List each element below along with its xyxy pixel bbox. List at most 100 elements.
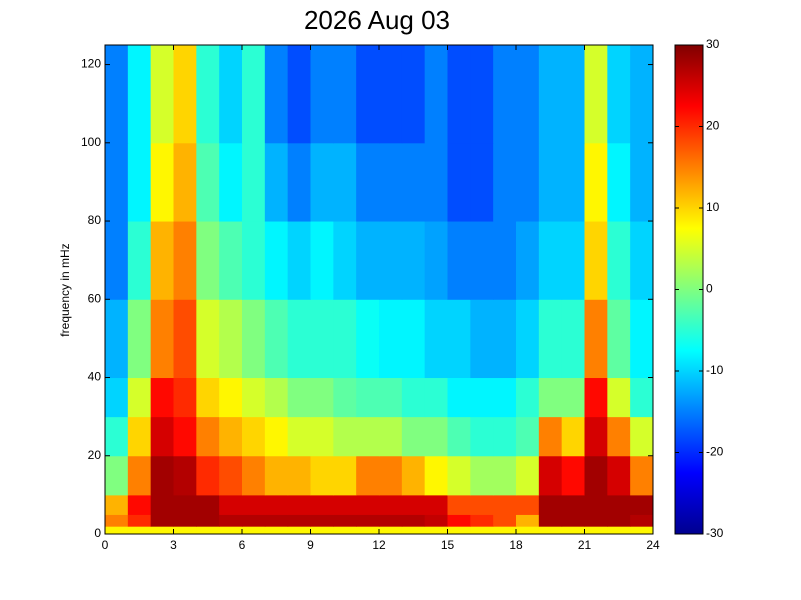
heat-cell	[493, 526, 517, 535]
heat-cell	[584, 494, 608, 515]
heat-cell	[150, 514, 174, 527]
heat-cell	[607, 45, 631, 144]
heat-cell	[470, 377, 494, 418]
heat-cell	[470, 526, 494, 535]
heat-cell	[379, 299, 403, 379]
heat-cell	[584, 299, 608, 379]
heat-cell	[310, 45, 334, 144]
heat-cell	[447, 377, 471, 418]
heat-cell	[561, 494, 585, 515]
colorbar-tick-label: 10	[706, 200, 720, 214]
heat-cell	[356, 221, 380, 300]
heat-cell	[127, 526, 152, 535]
heat-cell	[607, 494, 631, 515]
heat-cell	[630, 494, 654, 515]
heat-cell	[516, 514, 540, 527]
heat-cell	[127, 494, 152, 515]
heat-cell	[561, 377, 585, 418]
heat-cell	[196, 416, 220, 457]
colorbar-tick-label: -20	[706, 445, 724, 459]
heat-cell	[196, 299, 220, 379]
heat-cell	[310, 299, 334, 379]
heat-cell	[424, 514, 448, 527]
heat-cell	[333, 45, 357, 144]
heat-cell	[401, 221, 426, 300]
heat-cell	[219, 455, 243, 496]
heat-cell	[538, 455, 563, 496]
heat-cell	[242, 377, 266, 418]
heat-cell	[470, 45, 494, 144]
heat-cell	[584, 514, 608, 527]
heat-cell	[493, 221, 517, 300]
heat-cell	[561, 45, 585, 144]
heat-cell	[424, 221, 448, 300]
heat-cell	[287, 45, 311, 144]
heat-cell	[310, 416, 334, 457]
heat-cell	[310, 377, 334, 418]
heat-cell	[127, 455, 152, 496]
y-tick-label: 0	[94, 526, 101, 540]
heat-cell	[287, 526, 311, 535]
heat-cell	[264, 514, 289, 527]
heat-cell	[105, 142, 129, 222]
heat-cell	[470, 514, 494, 527]
heat-cell	[127, 221, 152, 300]
heat-cell	[424, 299, 448, 379]
heat-cell	[561, 514, 585, 527]
heat-cell	[447, 45, 471, 144]
colorbar-tick-label: -10	[706, 363, 724, 377]
heat-cell	[264, 299, 289, 379]
heat-cell	[561, 455, 585, 496]
heat-cell	[584, 221, 608, 300]
heat-cell	[150, 377, 174, 418]
heat-cell	[379, 526, 403, 535]
heat-cell	[447, 221, 471, 300]
heat-cell	[310, 455, 334, 496]
heat-cell	[401, 45, 426, 144]
heat-cell	[584, 142, 608, 222]
x-tick-label: 15	[441, 538, 455, 552]
heat-cell	[516, 221, 540, 300]
heat-cell	[607, 526, 631, 535]
colorbar	[674, 44, 704, 535]
heat-cell	[264, 455, 289, 496]
heat-cell	[630, 299, 654, 379]
heat-cell	[105, 45, 129, 144]
heat-cell	[538, 416, 563, 457]
heat-cell	[493, 455, 517, 496]
heat-cell	[401, 299, 426, 379]
heat-cell	[333, 221, 357, 300]
heat-cell	[264, 142, 289, 222]
heat-cell	[219, 142, 243, 222]
x-tick-label: 6	[239, 538, 246, 552]
heat-cell	[219, 221, 243, 300]
heat-cell	[287, 416, 311, 457]
heat-cell	[630, 514, 654, 527]
x-tick-label: 18	[509, 538, 523, 552]
heat-cell	[105, 526, 129, 535]
heat-cell	[538, 377, 563, 418]
heat-cell	[561, 221, 585, 300]
heat-cell	[379, 494, 403, 515]
heat-cell	[150, 494, 174, 515]
heat-cell	[538, 514, 563, 527]
heat-cell	[493, 45, 517, 144]
heat-cell	[287, 299, 311, 379]
heat-cell	[401, 416, 426, 457]
heat-cell	[538, 221, 563, 300]
heat-cell	[264, 526, 289, 535]
heat-cell	[333, 416, 357, 457]
heat-cell	[242, 299, 266, 379]
colorbar-tick-label: 30	[706, 37, 720, 51]
heat-cell	[150, 142, 174, 222]
heat-cell	[196, 455, 220, 496]
x-tick-label: 3	[170, 538, 177, 552]
heat-cell	[242, 455, 266, 496]
heat-cell	[196, 45, 220, 144]
heat-cell	[470, 221, 494, 300]
heat-cell	[561, 142, 585, 222]
heat-cell	[516, 299, 540, 379]
heat-cell	[424, 142, 448, 222]
heat-cell	[356, 45, 380, 144]
